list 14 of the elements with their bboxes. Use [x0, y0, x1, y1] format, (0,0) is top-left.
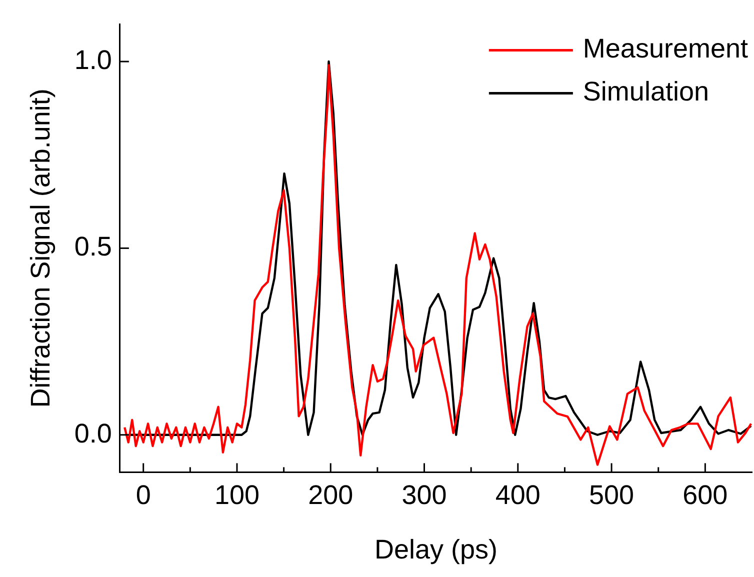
- y-tick-label: 0.0: [74, 418, 112, 448]
- x-tick-label: 400: [495, 480, 540, 510]
- x-tick-label: 200: [308, 480, 354, 510]
- x-tick-label: 600: [682, 480, 728, 510]
- x-tick-label: 500: [589, 480, 634, 510]
- y-axis-title: Diffraction Signal (arb.unit): [26, 88, 56, 408]
- y-tick-label: 0.5: [74, 232, 112, 262]
- legend-label: Measurement: [582, 34, 748, 64]
- y-tick-label: 1.0: [74, 44, 112, 75]
- x-tick-label: 300: [402, 480, 447, 510]
- x-tick-label: 0: [136, 480, 151, 510]
- legend-label: Simulation: [582, 76, 709, 107]
- x-axis-title: Delay (ps): [374, 534, 498, 564]
- x-tick-label: 100: [214, 480, 260, 510]
